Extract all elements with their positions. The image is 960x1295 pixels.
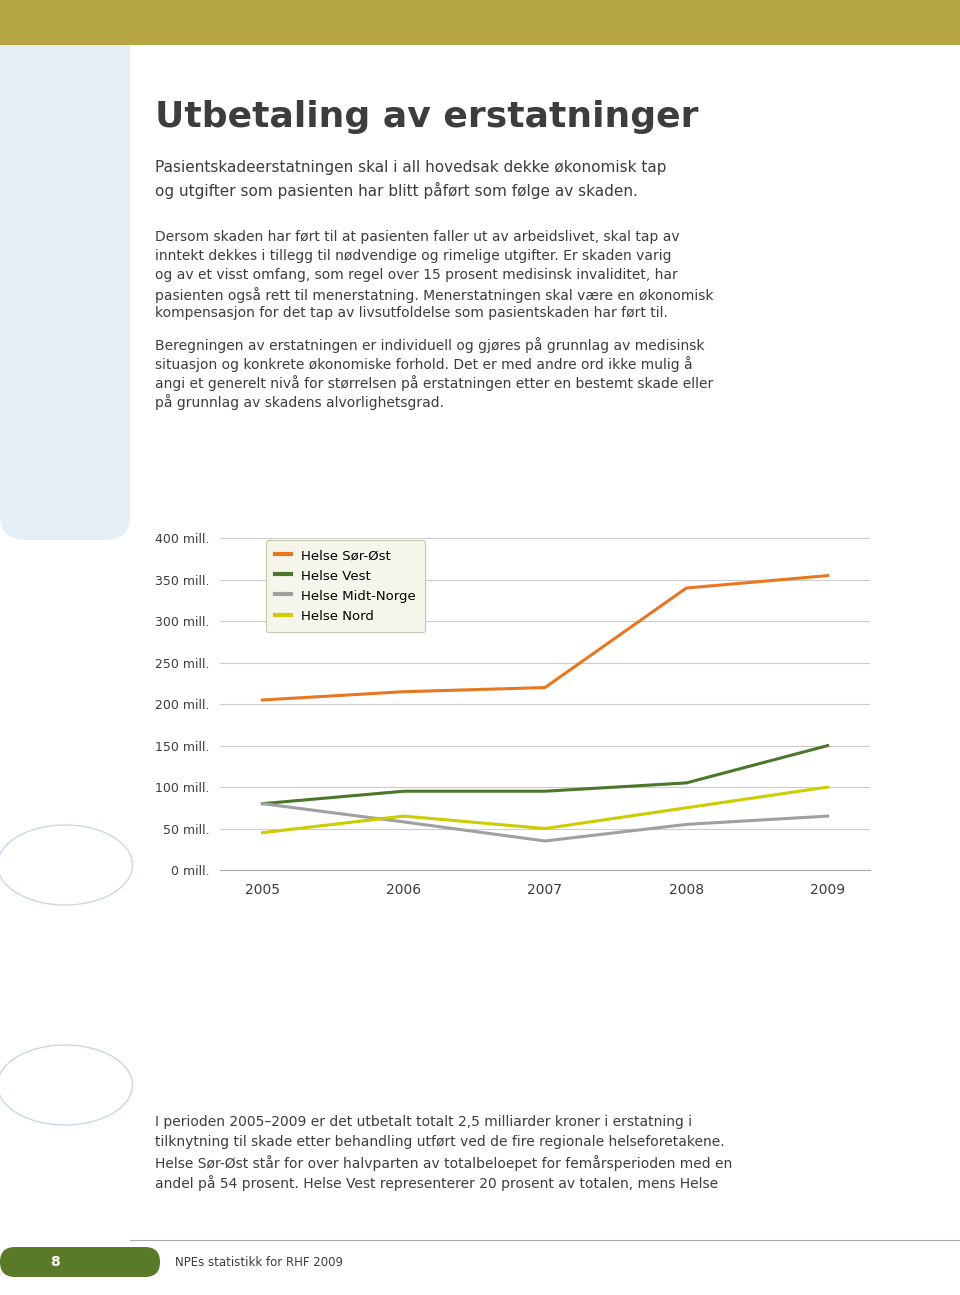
Text: Utbetaling av erstatninger: Utbetaling av erstatninger	[155, 100, 699, 133]
Text: I perioden 2005–2009 er det utbetalt totalt 2,5 milliarder kroner i erstatning i: I perioden 2005–2009 er det utbetalt tot…	[155, 1115, 692, 1129]
Text: kompensasjon for det tap av livsutfoldelse som pasientskaden har ført til.: kompensasjon for det tap av livsutfoldel…	[155, 306, 668, 320]
FancyBboxPatch shape	[0, 480, 130, 540]
Text: tilknytning til skade etter behandling utført ved de fire regionale helseforetak: tilknytning til skade etter behandling u…	[155, 1134, 725, 1149]
Legend: Helse Sør-Øst, Helse Vest, Helse Midt-Norge, Helse Nord: Helse Sør-Øst, Helse Vest, Helse Midt-No…	[266, 540, 425, 632]
Text: og av et visst omfang, som regel over 15 prosent medisinsk invaliditet, har: og av et visst omfang, som regel over 15…	[155, 268, 678, 282]
Text: Pasientskadeerstatningen skal i all hovedsak dekke økonomisk tap: Pasientskadeerstatningen skal i all hove…	[155, 161, 666, 175]
Text: på grunnlag av skadens alvorlighetsgrad.: på grunnlag av skadens alvorlighetsgrad.	[155, 394, 444, 411]
Text: Beregningen av erstatningen er individuell og gjøres på grunnlag av medisinsk: Beregningen av erstatningen er individue…	[155, 337, 705, 354]
Text: angi et generelt nivå for størrelsen på erstatningen etter en bestemt skade elle: angi et generelt nivå for størrelsen på …	[155, 376, 713, 391]
Text: 8: 8	[50, 1255, 60, 1269]
Text: NPEs statistikk for RHF 2009: NPEs statistikk for RHF 2009	[175, 1255, 343, 1269]
Bar	[0, 0, 130, 510]
Text: Helse Sør-Øst står for over halvparten av totalbeloepet for femårsperioden med e: Helse Sør-Øst står for over halvparten a…	[155, 1155, 732, 1171]
Text: Dersom skaden har ført til at pasienten faller ut av arbeidslivet, skal tap av: Dersom skaden har ført til at pasienten …	[155, 231, 680, 243]
Text: pasienten også rett til menerstatning. Menerstatningen skal være en økonomisk: pasienten også rett til menerstatning. M…	[155, 287, 713, 303]
Bar	[0, 0, 960, 45]
Text: andel på 54 prosent. Helse Vest representerer 20 prosent av totalen, mens Helse: andel på 54 prosent. Helse Vest represen…	[155, 1175, 718, 1191]
Text: situasjon og konkrete økonomiske forhold. Det er med andre ord ikke mulig å: situasjon og konkrete økonomiske forhold…	[155, 356, 692, 372]
FancyBboxPatch shape	[0, 1247, 160, 1277]
Text: inntekt dekkes i tillegg til nødvendige og rimelige utgifter. Er skaden varig: inntekt dekkes i tillegg til nødvendige …	[155, 249, 671, 263]
Text: og utgifter som pasienten har blitt påført som følge av skaden.: og utgifter som pasienten har blitt påfø…	[155, 183, 637, 199]
